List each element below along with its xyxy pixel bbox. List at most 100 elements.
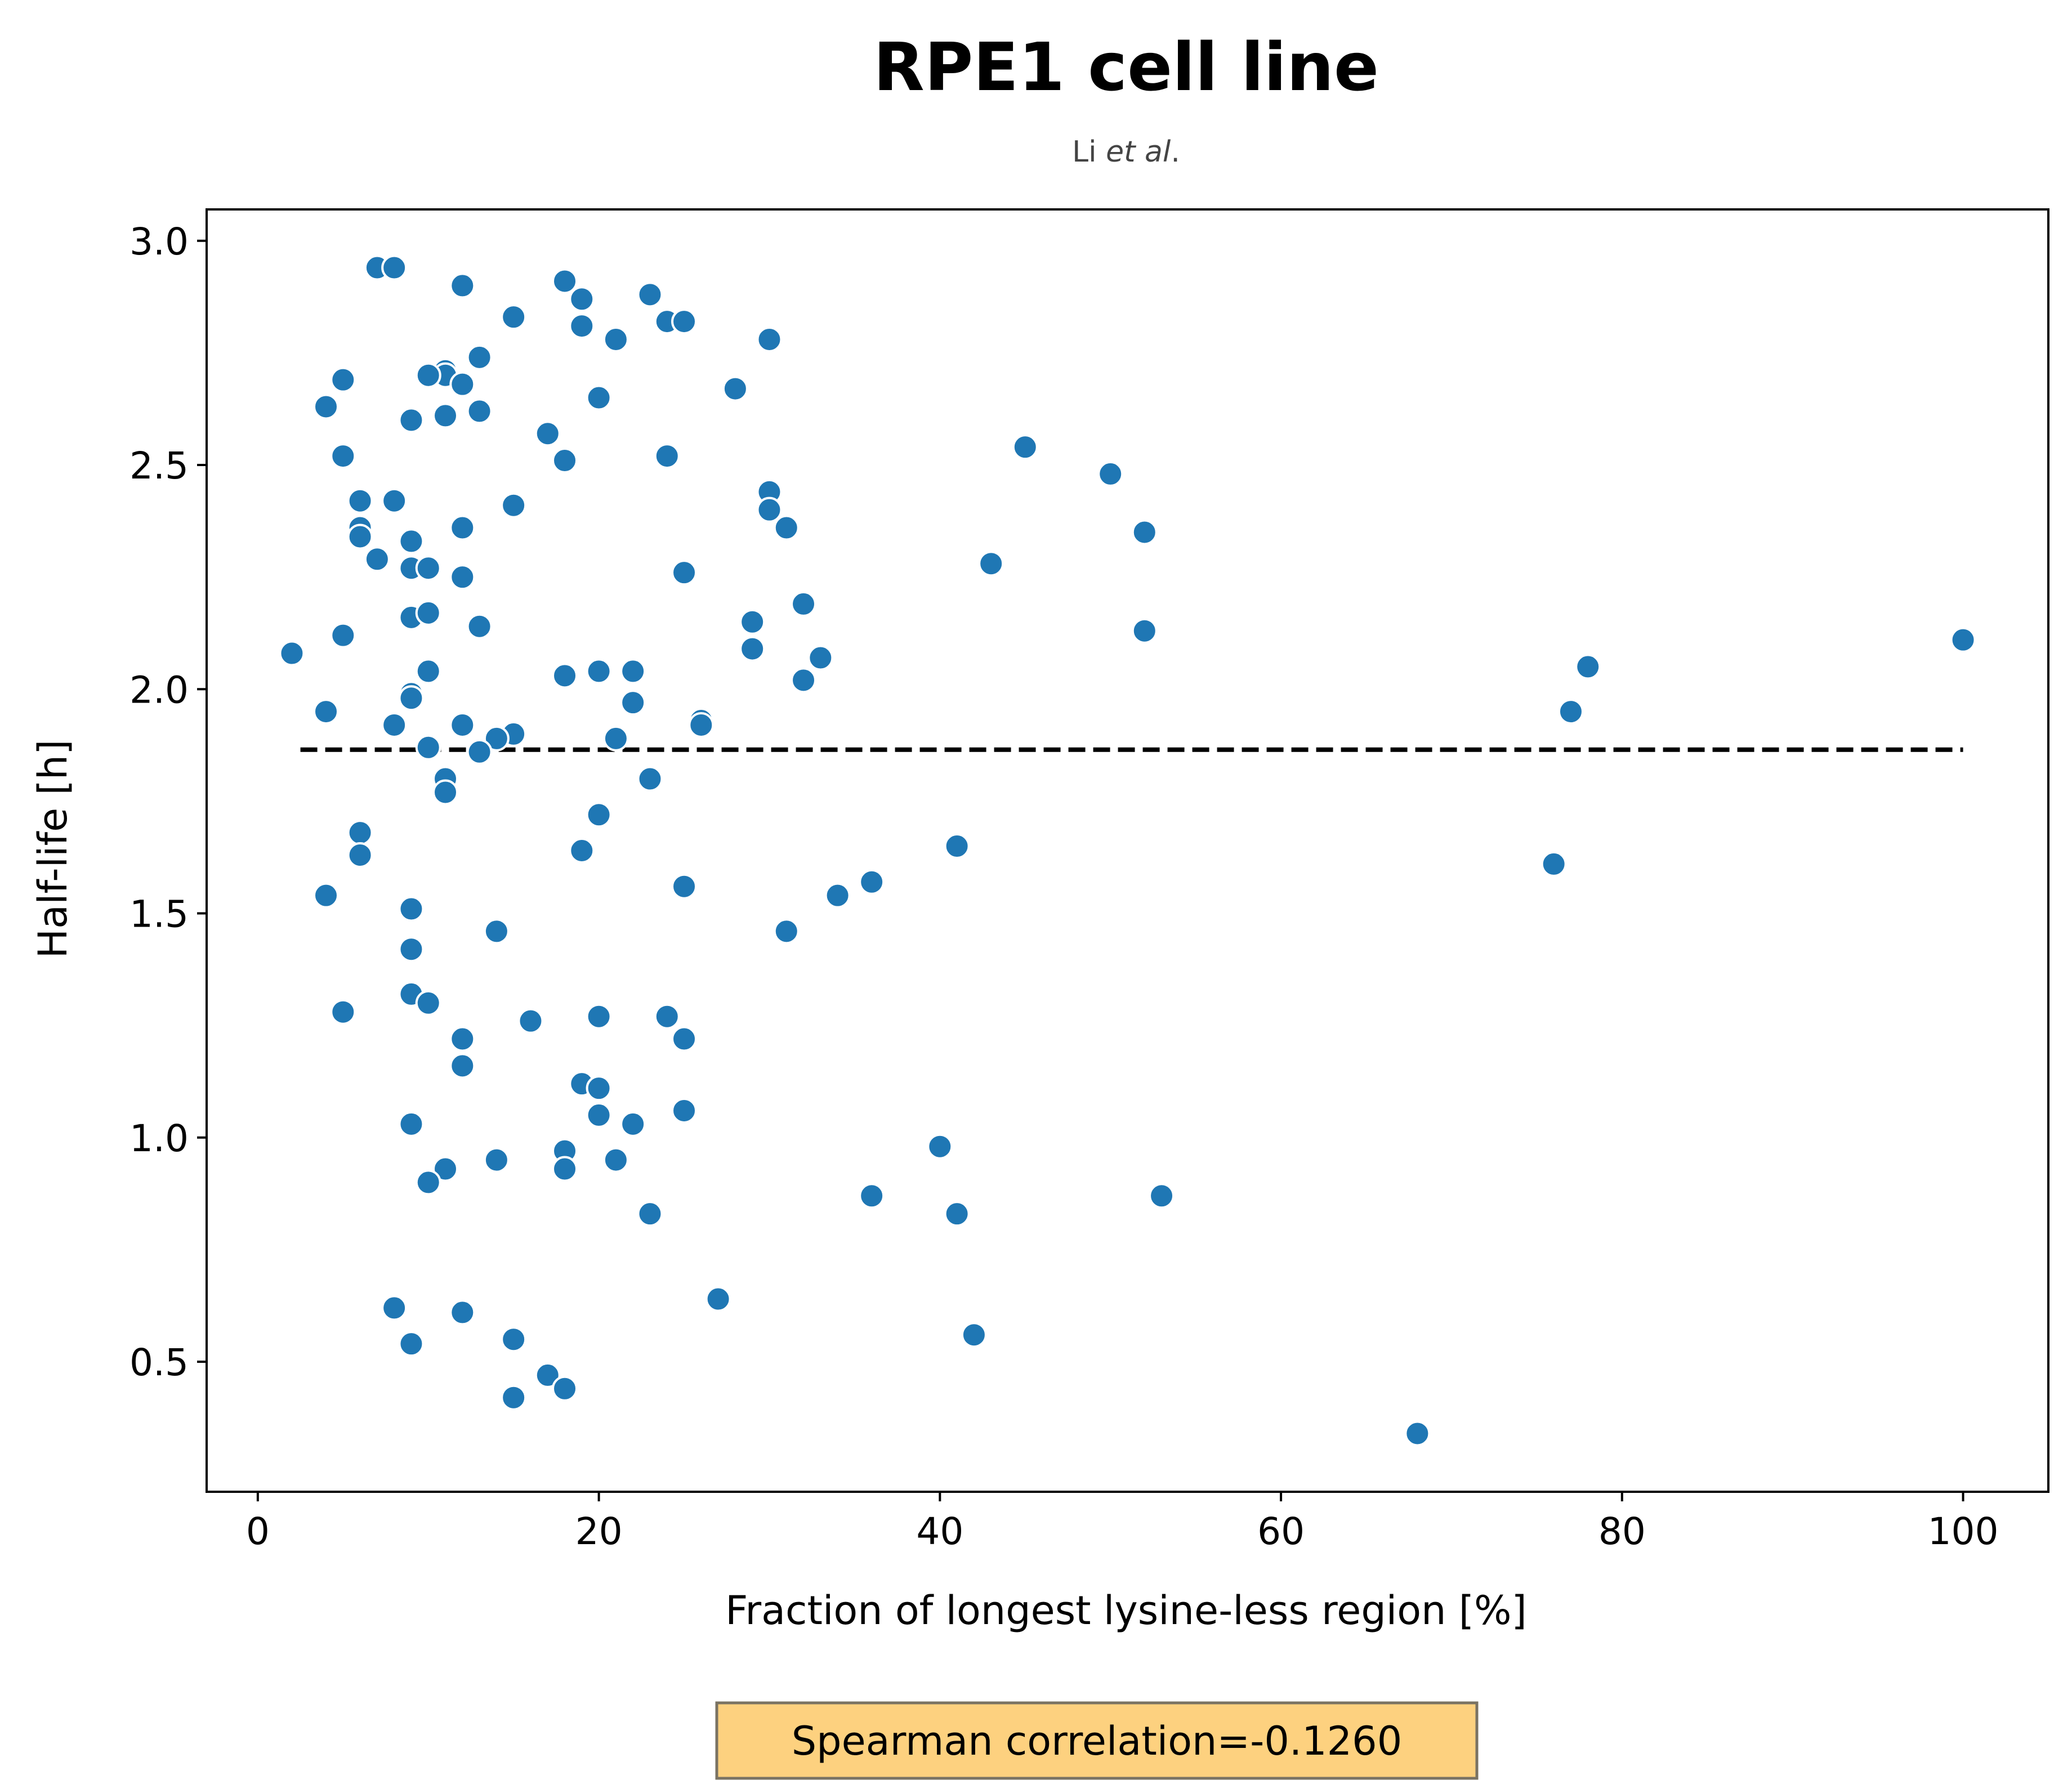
- x-tick-label: 40: [916, 1510, 963, 1553]
- data-point: [586, 1102, 612, 1128]
- subtitle-etal: et al: [1106, 135, 1171, 169]
- data-point: [620, 1111, 646, 1137]
- data-point: [449, 564, 476, 591]
- data-point: [961, 1322, 987, 1348]
- data-point: [552, 1375, 578, 1402]
- data-point: [330, 366, 356, 393]
- data-points: [279, 254, 1976, 1447]
- data-point: [432, 1156, 459, 1182]
- data-point: [347, 524, 373, 550]
- data-point: [466, 613, 493, 639]
- data-point: [722, 375, 748, 402]
- data-point: [415, 990, 441, 1016]
- data-point: [398, 936, 425, 963]
- data-point: [466, 739, 493, 765]
- y-tick-label: 3.0: [130, 220, 189, 263]
- data-point: [859, 869, 885, 895]
- data-point: [1149, 1183, 1175, 1209]
- data-point: [586, 802, 612, 828]
- data-point: [398, 1331, 425, 1357]
- data-point: [637, 766, 663, 792]
- data-point: [415, 658, 441, 685]
- data-point: [791, 591, 817, 617]
- data-point: [620, 658, 646, 685]
- data-point: [381, 712, 408, 738]
- data-point: [944, 833, 970, 860]
- x-tick-label: 0: [246, 1510, 270, 1553]
- data-point: [552, 1156, 578, 1182]
- y-tick-label: 1.5: [130, 893, 189, 936]
- data-point: [569, 838, 595, 864]
- data-point: [927, 1133, 953, 1160]
- data-point: [586, 658, 612, 685]
- data-point: [1012, 434, 1038, 460]
- data-point: [1404, 1420, 1431, 1447]
- data-point: [313, 882, 340, 909]
- data-point: [330, 622, 356, 648]
- data-point: [466, 344, 493, 370]
- data-point: [552, 663, 578, 689]
- y-axis-ticks: 0.5 1.0 1.5 2.0 2.5 3.0: [130, 220, 207, 1384]
- data-point: [449, 1299, 476, 1326]
- data-point: [756, 497, 783, 523]
- data-point: [330, 443, 356, 469]
- data-point: [944, 1201, 970, 1227]
- x-tick-label: 100: [1928, 1510, 1999, 1553]
- data-point: [501, 492, 527, 518]
- data-point: [978, 551, 1004, 577]
- y-tick-label: 2.5: [130, 444, 189, 487]
- data-point: [534, 421, 561, 447]
- data-point: [1950, 627, 1976, 653]
- subtitle-period: .: [1171, 135, 1180, 169]
- annotation-text: Spearman correlation=-0.1260: [792, 1718, 1403, 1764]
- data-point: [398, 407, 425, 433]
- data-point: [807, 645, 834, 671]
- chart-subtitle: Li et al.: [1072, 135, 1180, 169]
- data-point: [671, 873, 698, 900]
- data-point: [517, 1008, 544, 1034]
- data-point: [773, 918, 800, 945]
- data-point: [432, 402, 459, 429]
- data-point: [449, 1026, 476, 1052]
- data-point: [483, 725, 510, 752]
- data-point: [398, 528, 425, 554]
- data-point: [415, 734, 441, 761]
- data-point: [824, 882, 851, 909]
- data-point: [1575, 654, 1601, 680]
- data-point: [756, 326, 783, 352]
- data-point: [637, 281, 663, 308]
- data-point: [449, 1053, 476, 1079]
- data-point: [449, 515, 476, 541]
- data-point: [501, 1384, 527, 1411]
- data-point: [739, 636, 766, 662]
- data-point: [313, 393, 340, 420]
- data-point: [449, 371, 476, 397]
- y-tick-label: 1.0: [130, 1117, 189, 1160]
- data-point: [602, 1147, 629, 1173]
- data-point: [415, 1169, 441, 1196]
- data-point: [483, 918, 510, 945]
- data-point: [347, 842, 373, 868]
- data-point: [739, 609, 766, 635]
- data-point: [552, 268, 578, 294]
- data-point: [586, 1003, 612, 1030]
- data-point: [449, 272, 476, 299]
- data-point: [381, 487, 408, 514]
- data-point: [432, 779, 459, 806]
- data-point: [330, 999, 356, 1025]
- data-point: [791, 667, 817, 694]
- data-point: [313, 699, 340, 725]
- data-point: [398, 685, 425, 712]
- plot-area-frame: [206, 208, 2049, 1493]
- data-point: [501, 304, 527, 330]
- y-axis-label: Half-life [h]: [30, 740, 76, 959]
- data-point: [671, 560, 698, 586]
- data-point: [1097, 460, 1124, 487]
- y-tick-label: 2.0: [130, 668, 189, 712]
- data-point: [347, 820, 373, 846]
- data-point: [415, 362, 441, 388]
- data-point: [347, 487, 373, 514]
- data-point: [859, 1183, 885, 1209]
- data-point: [364, 546, 390, 573]
